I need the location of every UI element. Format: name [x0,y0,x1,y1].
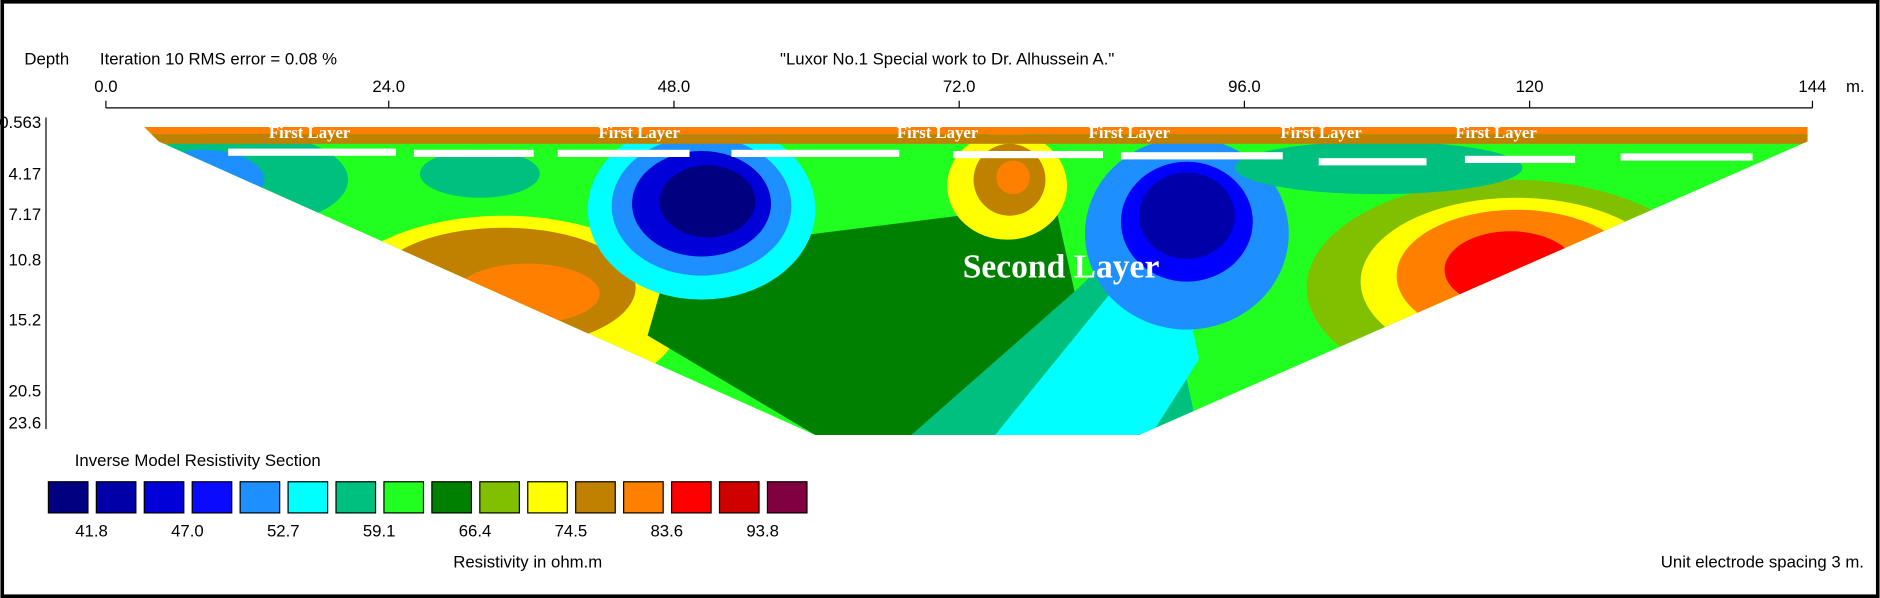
scale-label: 83.6 [650,522,683,541]
x-label: 48.0 [658,77,691,96]
layer-label: First Layer [1089,123,1171,142]
scale-label: 41.8 [75,522,108,541]
depth-value: 20.5 [9,381,42,400]
scale-label: 74.5 [555,522,588,541]
x-label: 24.0 [372,77,405,96]
scale-unit: Resistivity in ohm.m [453,553,602,572]
depth-value: 15.2 [9,311,42,330]
depth-value: 4.17 [9,164,42,183]
second-layer-label: Second Layer [963,248,1160,285]
scale-label: 47.0 [171,522,204,541]
depth-axis: 0.563 4.17 7.17 10.8 15.2 20.5 23.6 [0,113,47,433]
x-axis: 0.0 24.0 48.0 72.0 96.0 120 144 m. [94,77,1865,109]
depth-value: 0.563 [0,113,41,132]
scale-label: 59.1 [363,522,396,541]
title: "Luxor No.1 Special work to Dr. Alhussei… [780,49,1114,68]
x-label: 0.0 [94,77,117,96]
layer-label: First Layer [897,123,979,142]
depth-label: Depth [24,49,69,68]
layer-label: First Layer [269,123,351,142]
x-label: 144 [1798,77,1826,96]
x-unit: m. [1846,77,1865,96]
depth-value: 7.17 [9,205,42,224]
iteration-info: Iteration 10 RMS error = 0.08 % [100,49,337,68]
color-scale [47,481,808,514]
x-label: 96.0 [1228,77,1261,96]
x-label: 72.0 [943,77,976,96]
layer-label: First Layer [1280,123,1362,142]
depth-value: 10.8 [9,251,42,270]
scale-label: 66.4 [459,522,492,541]
depth-value: 23.6 [9,414,42,433]
scale-label: 52.7 [267,522,300,541]
legend-title: Inverse Model Resistivity Section [75,451,321,470]
x-label: 120 [1516,77,1544,96]
layer-label: First Layer [1455,123,1537,142]
layer-label: First Layer [598,123,680,142]
electrode-spacing: Unit electrode spacing 3 m. [1661,553,1864,572]
scale-label: 93.8 [746,522,779,541]
